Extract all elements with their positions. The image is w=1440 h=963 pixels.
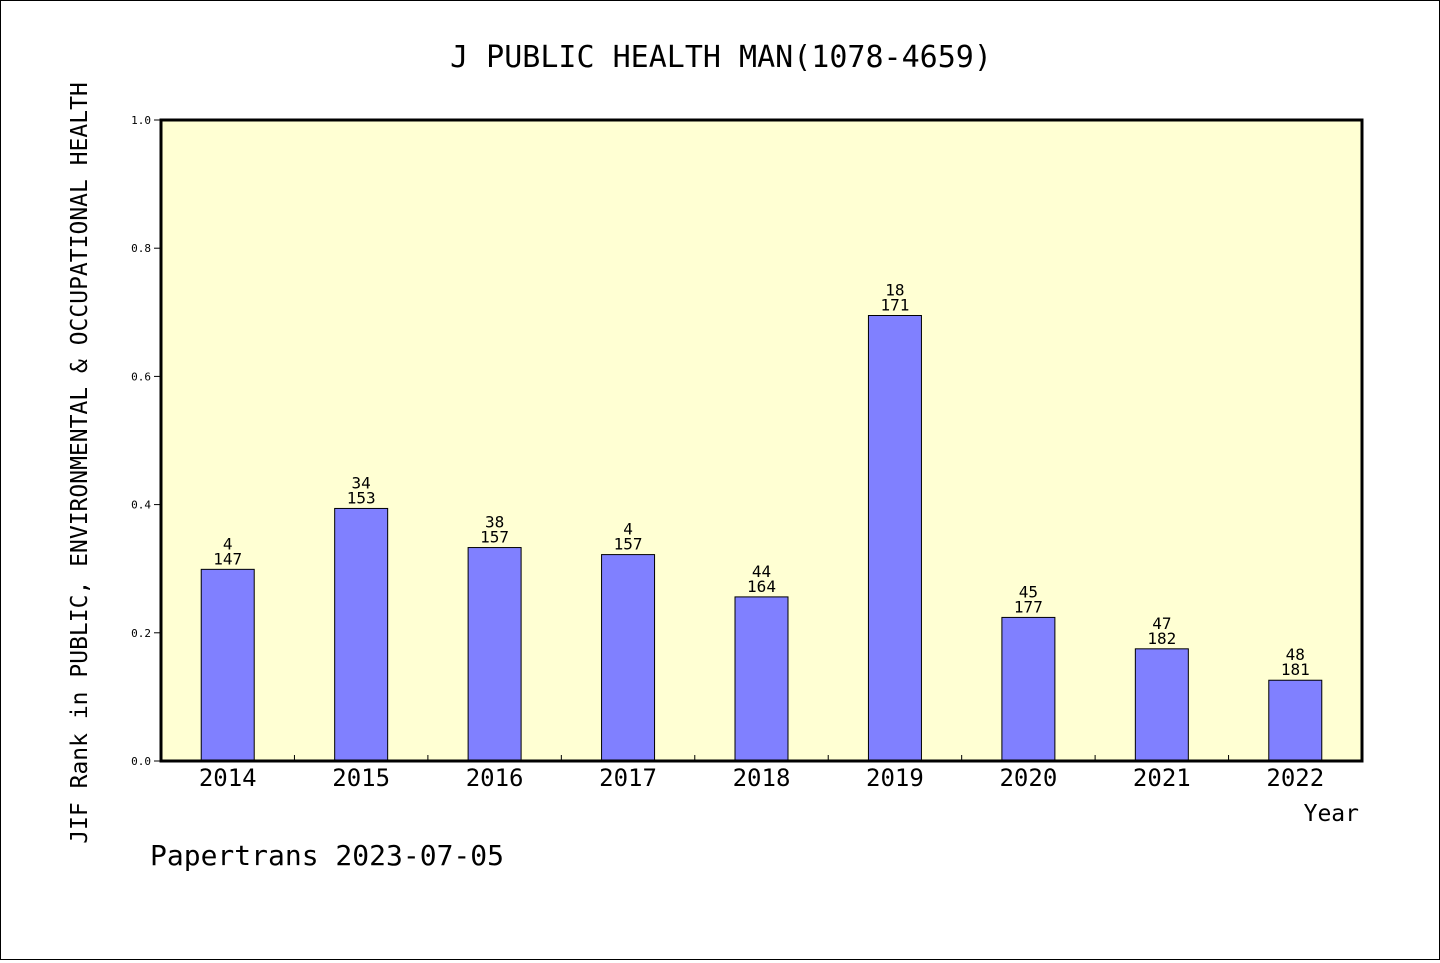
y-tick-label: 0.4	[131, 499, 151, 512]
y-tick-label: 1.0	[131, 114, 151, 127]
x-tick-label: 2022	[1266, 764, 1324, 792]
bar-total-label: 147	[213, 549, 242, 568]
x-tick-label: 2021	[1133, 764, 1191, 792]
bar	[200, 568, 255, 762]
bar-rank-label: 44	[752, 562, 771, 581]
x-axis-label: Year	[1304, 801, 1359, 827]
bar-rank-label: 47	[1152, 614, 1171, 633]
footer-credit: Papertrans 2023-07-05	[150, 839, 504, 872]
x-tick-label: 2015	[332, 764, 390, 792]
y-axis: 0.0 0.2 0.4 0.6 0.8 1.0	[131, 114, 161, 768]
bar-total-label: 153	[347, 488, 376, 507]
bar-rank-label: 34	[352, 473, 371, 492]
y-axis-label: JIF Rank in PUBLIC, ENVIRONMENTAL & OCCU…	[67, 82, 93, 844]
bar-rank-label: 45	[1019, 582, 1038, 601]
x-axis: 2014 2015 2016 2017 2018 2019 2020 2021 2022	[199, 755, 1324, 792]
bar-total-label: 171	[880, 296, 909, 315]
y-tick-label: 0.8	[131, 242, 151, 255]
x-tick-label: 2016	[466, 764, 524, 792]
bar-total-label: 181	[1281, 660, 1310, 679]
bar-rank-label: 18	[885, 281, 904, 300]
plot-border	[159, 118, 1364, 763]
bar	[334, 507, 389, 762]
bar-rank-label: 4	[223, 534, 233, 553]
bar	[1001, 616, 1056, 762]
bar-total-label: 157	[614, 535, 643, 554]
bar-total-label: 164	[747, 577, 776, 596]
bar-rank-label: 4	[623, 520, 633, 539]
y-tick-label: 0.6	[131, 370, 151, 383]
x-tick-label: 2018	[733, 764, 791, 792]
x-tick-label: 2020	[999, 764, 1057, 792]
y-tick-label: 0.0	[131, 755, 151, 768]
bar-rank-label: 38	[485, 513, 504, 532]
bar	[1268, 679, 1323, 762]
bar-total-label: 157	[480, 528, 509, 547]
bar	[601, 554, 656, 762]
x-tick-label: 2014	[199, 764, 257, 792]
bar-total-label: 182	[1147, 629, 1176, 648]
x-tick-label: 2017	[599, 764, 657, 792]
bar	[734, 596, 789, 762]
bar-total-label: 177	[1014, 597, 1043, 616]
bar-rank-label: 48	[1286, 645, 1305, 664]
bar	[467, 547, 522, 762]
x-tick-label: 2019	[866, 764, 924, 792]
bar	[1134, 648, 1189, 762]
bar	[867, 315, 922, 762]
chart-title: J PUBLIC HEALTH MAN(1078-4659)	[450, 40, 992, 75]
y-tick-label: 0.2	[131, 627, 151, 640]
